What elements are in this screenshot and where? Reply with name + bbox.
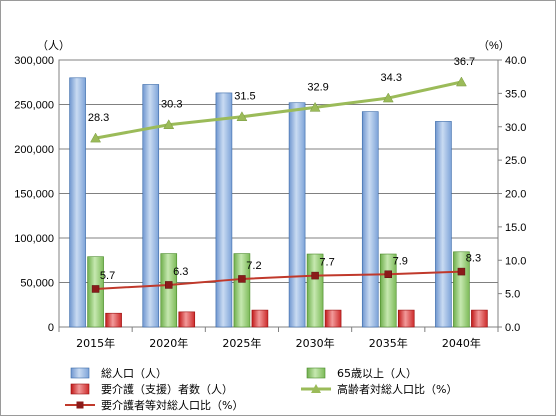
bar-65-plus: [453, 251, 470, 328]
bar-65-plus: [306, 253, 324, 328]
legend-total-population-swatch: [70, 367, 90, 379]
legend-elderly-ratio: 高齢者対総人口比（%）: [337, 382, 457, 396]
y-left-tick-label: 150,000: [14, 189, 54, 201]
bar-care-recipients: [251, 309, 269, 328]
y-right-tick-label: 10.0: [505, 255, 526, 267]
marker-elderly-ratio: [309, 101, 321, 112]
x-tick-label: 2030年: [296, 336, 335, 350]
bar-total-population: [142, 84, 160, 328]
bar-total-population: [69, 77, 86, 328]
bar-65-plus: [379, 253, 397, 328]
data-labels: 28.3 30.3 31.5 32.9 34.3 36.7 5.7 6.3 7.2 7.7 7.9 8…: [88, 56, 481, 282]
marker-care-ratio: [457, 267, 466, 276]
label-care-ratio: 7.9: [393, 255, 408, 267]
bar-care-recipients: [397, 309, 415, 328]
label-care-ratio: 7.7: [319, 257, 334, 269]
y-right-tick-label: 0.0: [505, 322, 520, 334]
bar-care-recipients: [178, 311, 196, 328]
y-right-tick-label: 30.0: [505, 122, 526, 134]
axes: [58, 59, 502, 332]
bar-total-population: [215, 92, 233, 328]
legend-care-recipients: 要介護（支援）者数（人）: [101, 382, 233, 396]
y-left-tick-label: 0: [48, 322, 54, 334]
x-tick-label: 2035年: [369, 336, 408, 350]
y-right-tick-label: 15.0: [505, 222, 526, 234]
marker-elderly-ratio: [236, 111, 248, 121]
bar-care-recipients: [105, 312, 122, 328]
legend-total-population: 総人口（人）: [101, 366, 167, 380]
label-elderly-ratio: 31.5: [234, 91, 255, 103]
tick-labels: 0 50,000 100,000 150,000 200,000 250,000 300,0…: [14, 39, 526, 350]
y-right-tick-label: 20.0: [505, 189, 526, 201]
y-right-tick-label: 25.0: [505, 155, 526, 167]
bar-total-population: [435, 121, 452, 328]
y-left-tick-label: 200,000: [14, 144, 54, 156]
legend-elderly-ratio-marker: [311, 384, 321, 393]
y-left-tick-label: 100,000: [14, 233, 54, 245]
legend-65-plus-swatch: [306, 367, 326, 379]
label-care-ratio: 7.2: [246, 260, 261, 272]
marker-care-ratio: [165, 281, 173, 289]
label-care-ratio: 5.7: [100, 270, 115, 282]
marker-elderly-ratio: [163, 119, 175, 129]
bar-care-recipients: [324, 309, 342, 328]
bar-total-population: [361, 111, 379, 328]
marker-elderly-ratio: [90, 132, 102, 143]
label-elderly-ratio: 30.3: [161, 99, 182, 111]
y-left-tick-label: 300,000: [14, 55, 54, 67]
marker-care-ratio: [91, 285, 100, 293]
legend: 総人口（人） 65歳以上（人） 要介護（支援）者数（人） 高齢者対総人口比（%） 要介護…: [65, 366, 457, 412]
legend-care-ratio: 要介護者等対総人口比（%）: [101, 398, 243, 412]
line-care-ratio: [95, 270, 462, 290]
y-right-tick-label: 35.0: [505, 88, 526, 100]
legend-care-recipients-swatch: [70, 383, 90, 395]
bar-65-plus: [233, 253, 251, 328]
y-left-tick-label: 50,000: [20, 278, 54, 290]
label-care-ratio: 8.3: [466, 253, 481, 265]
marker-elderly-ratio: [382, 92, 394, 103]
lines: [90, 76, 467, 293]
bar-care-recipients: [471, 309, 488, 328]
label-elderly-ratio: 36.7: [454, 56, 475, 68]
bar-65-plus: [160, 253, 178, 328]
label-elderly-ratio: 28.3: [88, 112, 109, 124]
label-elderly-ratio: 34.3: [381, 72, 402, 84]
marker-care-ratio: [311, 271, 319, 280]
marker-elderly-ratio: [455, 76, 467, 87]
bars: [69, 77, 488, 328]
marker-care-ratio: [384, 270, 392, 279]
y-right-tick-label: 5.0: [505, 289, 520, 301]
x-tick-label: 2040年: [442, 336, 481, 350]
marker-care-ratio: [238, 275, 246, 283]
x-tick-label: 2020年: [149, 336, 188, 350]
label-elderly-ratio: 32.9: [307, 81, 328, 93]
y-left-unit: （人）: [37, 39, 70, 52]
legend-65-plus: 65歳以上（人）: [337, 367, 417, 380]
y-right-tick-label: 40.0: [505, 55, 526, 67]
bar-total-population: [288, 102, 306, 328]
line-elderly-ratio: [95, 80, 462, 140]
x-tick-label: 2025年: [222, 336, 261, 350]
y-right-unit: （%）: [478, 39, 510, 52]
x-tick-label: 2015年: [76, 336, 115, 350]
y-left-tick-label: 250,000: [14, 100, 54, 112]
label-care-ratio: 6.3: [173, 266, 188, 278]
legend-care-ratio-marker: [76, 401, 84, 409]
